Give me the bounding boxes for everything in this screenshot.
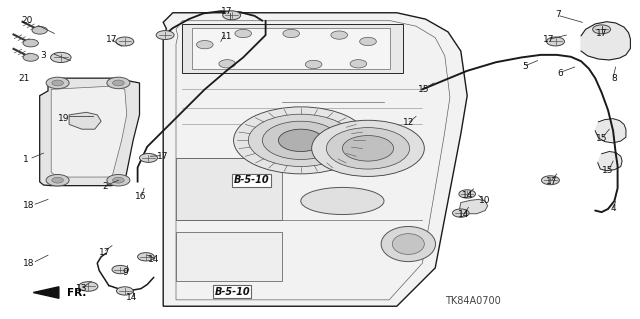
Circle shape xyxy=(350,60,367,68)
Circle shape xyxy=(46,174,69,186)
Text: 13: 13 xyxy=(76,284,87,293)
Text: 14: 14 xyxy=(461,191,473,200)
Ellipse shape xyxy=(381,226,435,262)
Circle shape xyxy=(360,37,376,46)
Text: 11: 11 xyxy=(221,32,233,41)
Text: 19: 19 xyxy=(58,114,70,122)
Text: FR.: FR. xyxy=(67,287,86,298)
FancyBboxPatch shape xyxy=(176,158,282,220)
Circle shape xyxy=(107,77,130,89)
Circle shape xyxy=(112,265,129,274)
Circle shape xyxy=(138,253,154,261)
Polygon shape xyxy=(69,112,101,129)
Circle shape xyxy=(459,190,476,198)
Text: 5: 5 xyxy=(522,63,527,71)
Circle shape xyxy=(23,39,38,47)
Circle shape xyxy=(32,26,47,34)
Circle shape xyxy=(262,121,339,160)
Ellipse shape xyxy=(301,188,384,215)
Text: 15: 15 xyxy=(596,134,607,143)
Text: 17: 17 xyxy=(546,177,557,186)
Text: 21: 21 xyxy=(19,74,30,83)
Text: 20: 20 xyxy=(21,16,33,25)
FancyBboxPatch shape xyxy=(192,28,390,69)
Circle shape xyxy=(113,80,124,86)
Polygon shape xyxy=(598,152,622,171)
Text: 18: 18 xyxy=(23,201,35,210)
Circle shape xyxy=(326,128,410,169)
Polygon shape xyxy=(163,13,467,306)
Circle shape xyxy=(196,41,213,49)
Text: 9: 9 xyxy=(122,268,127,277)
Circle shape xyxy=(79,282,98,291)
Text: 17: 17 xyxy=(543,35,555,44)
Circle shape xyxy=(107,174,130,186)
Circle shape xyxy=(305,60,322,69)
Circle shape xyxy=(113,177,124,183)
Text: 7: 7 xyxy=(556,10,561,19)
Text: 14: 14 xyxy=(148,256,159,264)
Circle shape xyxy=(312,120,424,176)
Ellipse shape xyxy=(392,234,424,255)
Text: 15: 15 xyxy=(418,85,429,94)
FancyBboxPatch shape xyxy=(176,232,282,281)
Text: 8: 8 xyxy=(612,74,617,83)
Text: 10: 10 xyxy=(479,197,491,205)
Circle shape xyxy=(116,287,133,295)
Circle shape xyxy=(46,77,69,89)
Text: 14: 14 xyxy=(458,210,469,219)
Polygon shape xyxy=(460,199,488,214)
Text: 17: 17 xyxy=(157,152,169,161)
Circle shape xyxy=(283,29,300,38)
Circle shape xyxy=(248,114,353,167)
Circle shape xyxy=(342,136,394,161)
Text: 6: 6 xyxy=(558,69,563,78)
Polygon shape xyxy=(51,86,127,177)
Text: 2: 2 xyxy=(103,182,108,191)
Text: 16: 16 xyxy=(135,192,147,201)
Circle shape xyxy=(52,80,63,86)
Text: 18: 18 xyxy=(23,259,35,268)
Polygon shape xyxy=(581,22,630,60)
Circle shape xyxy=(331,31,348,39)
Polygon shape xyxy=(33,287,59,298)
Circle shape xyxy=(219,60,236,68)
Text: 3: 3 xyxy=(41,51,46,60)
FancyBboxPatch shape xyxy=(182,24,403,73)
Circle shape xyxy=(52,177,63,183)
Text: B-5-10: B-5-10 xyxy=(234,175,269,185)
Circle shape xyxy=(452,209,469,217)
Circle shape xyxy=(156,31,174,40)
Text: 14: 14 xyxy=(125,293,137,302)
Text: 17: 17 xyxy=(99,248,110,256)
Circle shape xyxy=(223,11,241,20)
Text: 4: 4 xyxy=(611,204,616,213)
Text: 17: 17 xyxy=(106,35,118,44)
Circle shape xyxy=(51,52,71,63)
Text: 1: 1 xyxy=(23,155,28,164)
Circle shape xyxy=(541,176,559,185)
Polygon shape xyxy=(595,119,626,143)
Circle shape xyxy=(140,153,157,162)
Circle shape xyxy=(235,29,252,38)
Circle shape xyxy=(234,107,368,174)
Circle shape xyxy=(23,54,38,61)
Text: 15: 15 xyxy=(602,166,614,175)
Polygon shape xyxy=(40,78,140,186)
Text: 17: 17 xyxy=(596,29,607,38)
Text: B-5-10: B-5-10 xyxy=(214,287,250,297)
Circle shape xyxy=(116,37,134,46)
Circle shape xyxy=(547,37,564,46)
Text: 12: 12 xyxy=(403,118,414,127)
Circle shape xyxy=(278,129,323,152)
Text: 17: 17 xyxy=(221,7,233,16)
Text: TK84A0700: TK84A0700 xyxy=(445,296,500,307)
Circle shape xyxy=(593,25,611,34)
